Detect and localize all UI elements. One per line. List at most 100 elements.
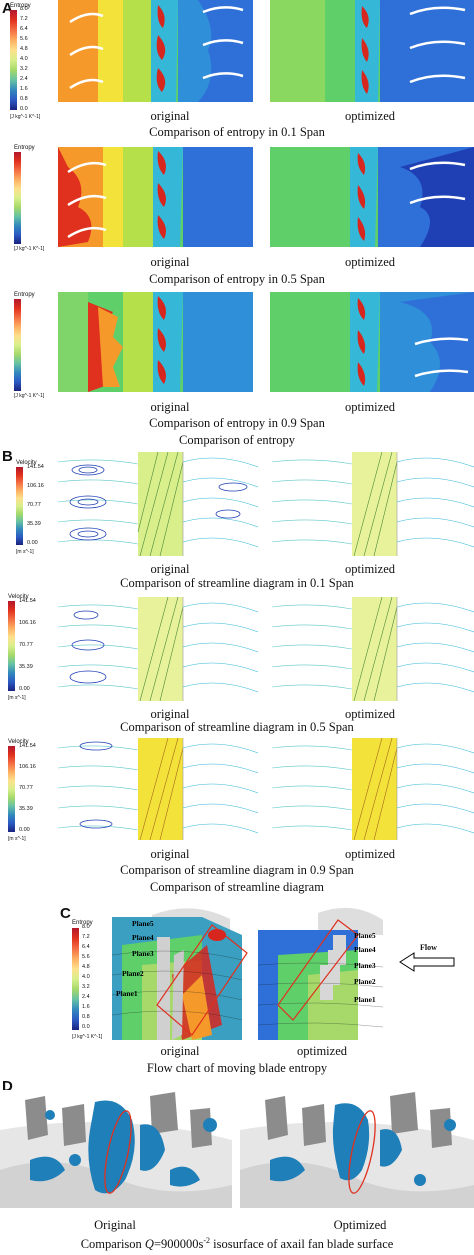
tick: 6.4 — [82, 944, 90, 950]
entropy-colorbar-title: Entropy — [14, 145, 35, 151]
entropy-contour-original-0.1 — [58, 0, 253, 102]
streamline-original-0.1 — [58, 452, 258, 556]
tick: 8.0 — [82, 924, 90, 930]
caption-c-main: Flow chart of moving blade entropy — [146, 1061, 328, 1075]
tick: 0.0 — [20, 106, 28, 112]
label-original-a2: original — [150, 255, 190, 269]
tick: 1.6 — [82, 1004, 90, 1010]
caption-d-sup: -2 — [203, 1236, 211, 1245]
plane5-label: Plane5 — [354, 931, 376, 940]
tick: 141.54 — [19, 743, 36, 749]
entropy-colorbar-title: Entropy — [14, 292, 35, 298]
label-original-a1: original — [150, 109, 190, 123]
caption-a2: Comparison of entropy in 0.5 Span — [149, 272, 325, 286]
tick: 5.6 — [82, 954, 90, 960]
entropy-colorbar — [14, 152, 21, 244]
velocity-colorbar — [8, 746, 15, 832]
tick: 4.8 — [20, 46, 28, 52]
caption-b1: Comparison of streamline diagram in 0.1 … — [120, 576, 354, 590]
label-original-b1: original — [150, 562, 190, 576]
plane3-label: Plane3 — [132, 949, 154, 958]
tick: 0.8 — [20, 96, 28, 102]
tick: 6.4 — [20, 26, 28, 32]
tick: 35.39 — [19, 806, 33, 812]
blade-entropy-original: Plane5 Plane4 Plane3 Plane2 Plane1 — [112, 905, 250, 1040]
tick: 0.00 — [27, 540, 38, 546]
tick: 7.2 — [20, 16, 28, 22]
entropy-colorbar — [72, 928, 79, 1030]
entropy-colorbar-unit: [J kg^-1 K^-1] — [10, 114, 41, 120]
tick: 3.2 — [20, 66, 28, 72]
tick: 35.39 — [27, 521, 41, 527]
label-original-b2: original — [150, 707, 190, 721]
tick: 0.00 — [19, 686, 30, 692]
entropy-colorbar-title: Entropy — [72, 920, 93, 926]
tick: 1.6 — [20, 86, 28, 92]
plane5-label: Plane5 — [132, 919, 154, 928]
label-optimized-d: Optimized — [333, 1218, 387, 1232]
entropy-colorbar-unit: [J kg^-1 K^-1] — [14, 393, 45, 399]
label-optimized-b1: optimized — [345, 562, 395, 576]
label-optimized-a1: optimized — [345, 109, 395, 123]
blade-entropy-optimized: Plane5 Plane4 Plane3 Plane2 Plane1 — [258, 905, 388, 1040]
caption-d-main: Comparison Q=900000s-2 isosurface of axa… — [0, 1236, 474, 1252]
tick: 4.0 — [20, 56, 28, 62]
tick: 0.0 — [82, 1024, 90, 1030]
tick: 0.00 — [19, 827, 30, 833]
entropy-contour-optimized-0.9 — [270, 292, 474, 392]
streamline-original-0.5 — [58, 597, 258, 701]
velocity-colorbar-unit: [m s^-1] — [8, 695, 26, 701]
plane3-label: Plane3 — [354, 961, 376, 970]
streamline-optimized-0.5 — [272, 597, 474, 701]
tick: 3.2 — [82, 984, 90, 990]
tick: 8.0 — [20, 6, 28, 12]
label-original-c: original — [160, 1044, 200, 1058]
caption-a-main: Comparison of entropy — [179, 433, 295, 447]
tick: 141.54 — [19, 598, 36, 604]
tick: 35.39 — [19, 664, 33, 670]
caption-a3: Comparison of entropy in 0.9 Span — [149, 416, 325, 430]
label-original-a3: original — [150, 400, 190, 414]
flow-arrow: Flow — [398, 943, 458, 975]
velocity-colorbar — [8, 601, 15, 691]
label-optimized-a2: optimized — [345, 255, 395, 269]
tick: 2.4 — [20, 76, 28, 82]
panel-label-d: D — [2, 1078, 13, 1095]
tick: 141.54 — [27, 464, 44, 470]
label-optimized-b3: optimized — [345, 847, 395, 861]
caption-a1: Comparison of entropy in 0.1 Span — [149, 125, 325, 139]
caption-d-q: Q — [144, 1237, 154, 1252]
plane2-label: Plane2 — [354, 977, 376, 986]
streamline-optimized-0.1 — [272, 452, 474, 556]
entropy-contour-optimized-0.1 — [270, 0, 474, 102]
plane2-label: Plane2 — [122, 969, 144, 978]
entropy-colorbar-unit: [J kg^-1 K^-1] — [72, 1034, 103, 1040]
caption-b-main: Comparison of streamline diagram — [150, 880, 324, 894]
tick: 106.16 — [27, 483, 44, 489]
velocity-colorbar-unit: [m s^-1] — [8, 836, 26, 842]
streamline-optimized-0.9 — [272, 738, 474, 840]
tick: 5.6 — [20, 36, 28, 42]
q-isosurface-original — [0, 1090, 232, 1208]
entropy-colorbar-unit: [J kg^-1 K^-1] — [14, 246, 45, 252]
velocity-colorbar-title: Velocity — [8, 739, 29, 745]
caption-b2: Comparison of streamline diagram in 0.5 … — [120, 720, 354, 734]
flow-label: Flow — [420, 943, 437, 952]
velocity-colorbar — [16, 467, 23, 545]
tick: 7.2 — [82, 934, 90, 940]
plane1-label: Plane1 — [116, 989, 138, 998]
plane1-label: Plane1 — [354, 995, 376, 1004]
entropy-colorbar-title: Entropy — [10, 3, 31, 9]
panel-label-c: C — [60, 905, 71, 922]
caption-d-prefix: Comparison — [80, 1237, 145, 1252]
tick: 4.8 — [82, 964, 90, 970]
plane4-label: Plane4 — [354, 945, 376, 954]
tick: 0.8 — [82, 1014, 90, 1020]
label-original-d: Original — [94, 1218, 136, 1232]
entropy-colorbar — [14, 299, 21, 391]
velocity-colorbar-title: Velocity — [16, 460, 37, 466]
entropy-contour-original-0.5 — [58, 147, 253, 247]
caption-d-mid: =900000s — [153, 1237, 204, 1252]
velocity-colorbar-title: Velocity — [8, 594, 29, 600]
tick: 106.16 — [19, 764, 36, 770]
